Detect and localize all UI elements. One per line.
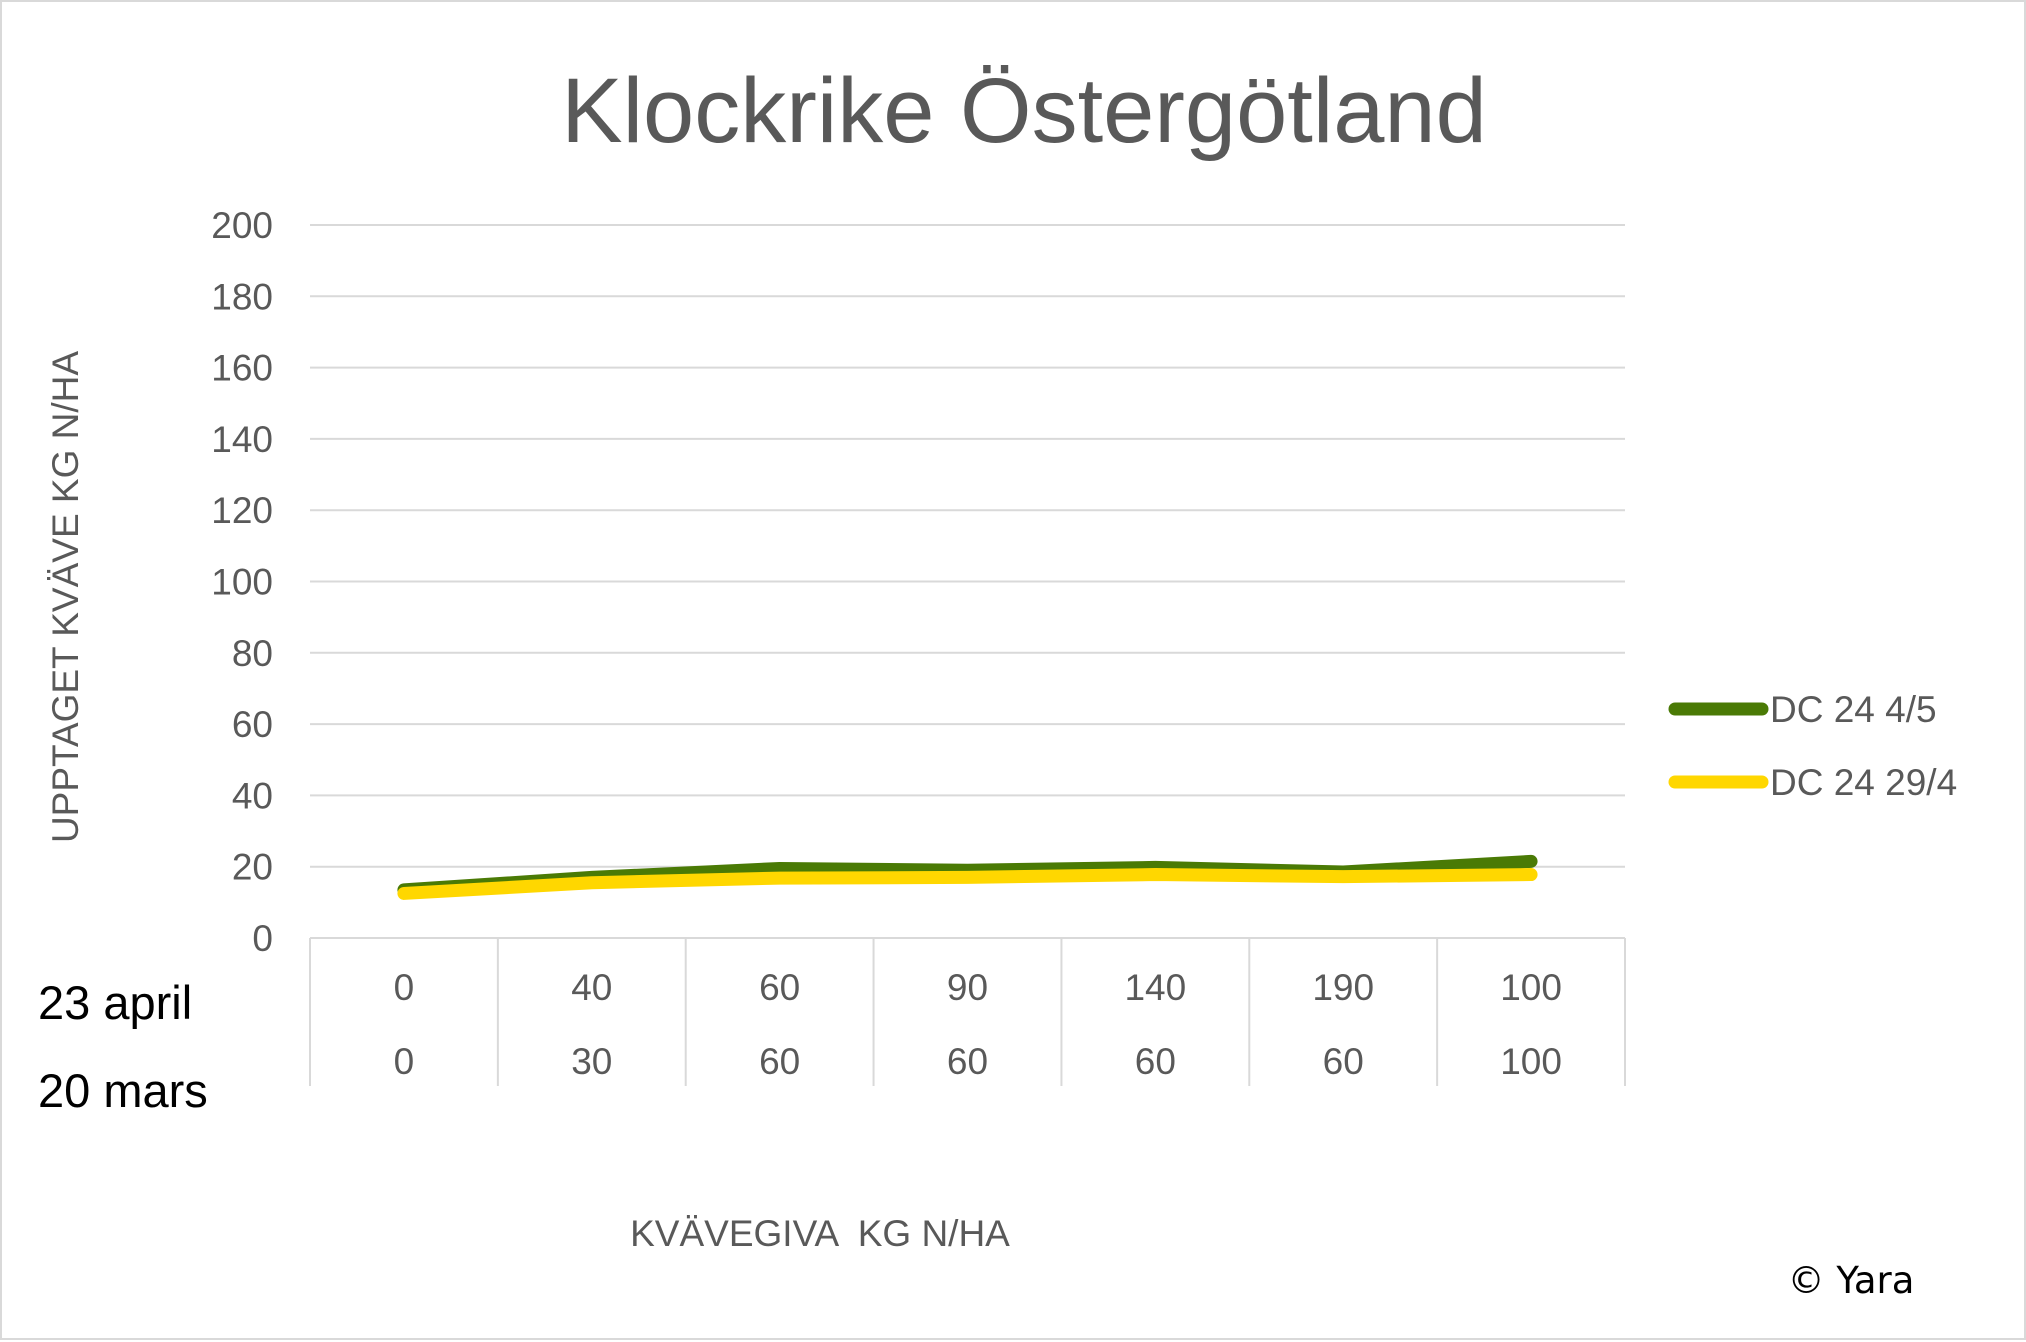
x-axis-label: KVÄVEGIVA KG N/HA [630,1213,1010,1254]
y-tick-label: 180 [211,276,273,317]
copyright-text: © Yara [1788,1259,1915,1302]
x-tick-label: 100 [1500,967,1562,1008]
y-tick-label: 160 [211,348,273,389]
legend-label: DC 24 29/4 [1770,762,1957,803]
x-tick-label: 60 [1135,1041,1176,1082]
x-tick-label: 60 [947,1041,988,1082]
y-tick-label: 20 [232,847,273,888]
x-tick-label: 140 [1124,967,1186,1008]
x-tick-labels: 0 40 60 90 140 190 100 0 30 60 60 60 60 100 [394,967,1562,1082]
category-row-label: 23 april [38,976,192,1029]
y-tick-label: 60 [232,704,273,745]
y-tick-label: 140 [211,419,273,460]
y-tick-label: 40 [232,775,273,816]
x-tick-label: 60 [759,967,800,1008]
gridlines [310,224,1625,868]
chart-title: Klockrike Östergötland [561,60,1487,162]
series-line [397,868,1538,900]
y-tick-label: 0 [252,918,273,959]
x-tick-label: 0 [394,1041,415,1082]
y-tick-label: 120 [211,490,273,531]
category-row-label: 20 mars [38,1064,208,1117]
x-tick-label: 60 [1323,1041,1364,1082]
x-tick-label: 40 [571,967,612,1008]
legend-label: DC 24 4/5 [1770,689,1937,730]
axes [309,937,1626,1086]
y-tick-label: 100 [211,562,273,603]
y-tick-label: 80 [232,633,273,674]
legend: DC 24 4/5 DC 24 29/4 [1668,689,1957,803]
y-tick-label: 200 [211,205,273,246]
x-tick-label: 90 [947,967,988,1008]
x-tick-label: 0 [394,967,415,1008]
series-lines [397,854,1538,900]
x-tick-label: 60 [759,1041,800,1082]
y-tick-labels: 0 20 40 60 80 100 120 140 160 180 200 [211,205,273,959]
x-tick-label: 30 [571,1041,612,1082]
x-tick-label: 100 [1500,1041,1562,1082]
category-row-labels: 23 april 20 mars [38,976,208,1117]
y-axis-label: UPPTAGET KVÄVE KG N/HA [45,351,86,843]
x-tick-label: 190 [1312,967,1374,1008]
